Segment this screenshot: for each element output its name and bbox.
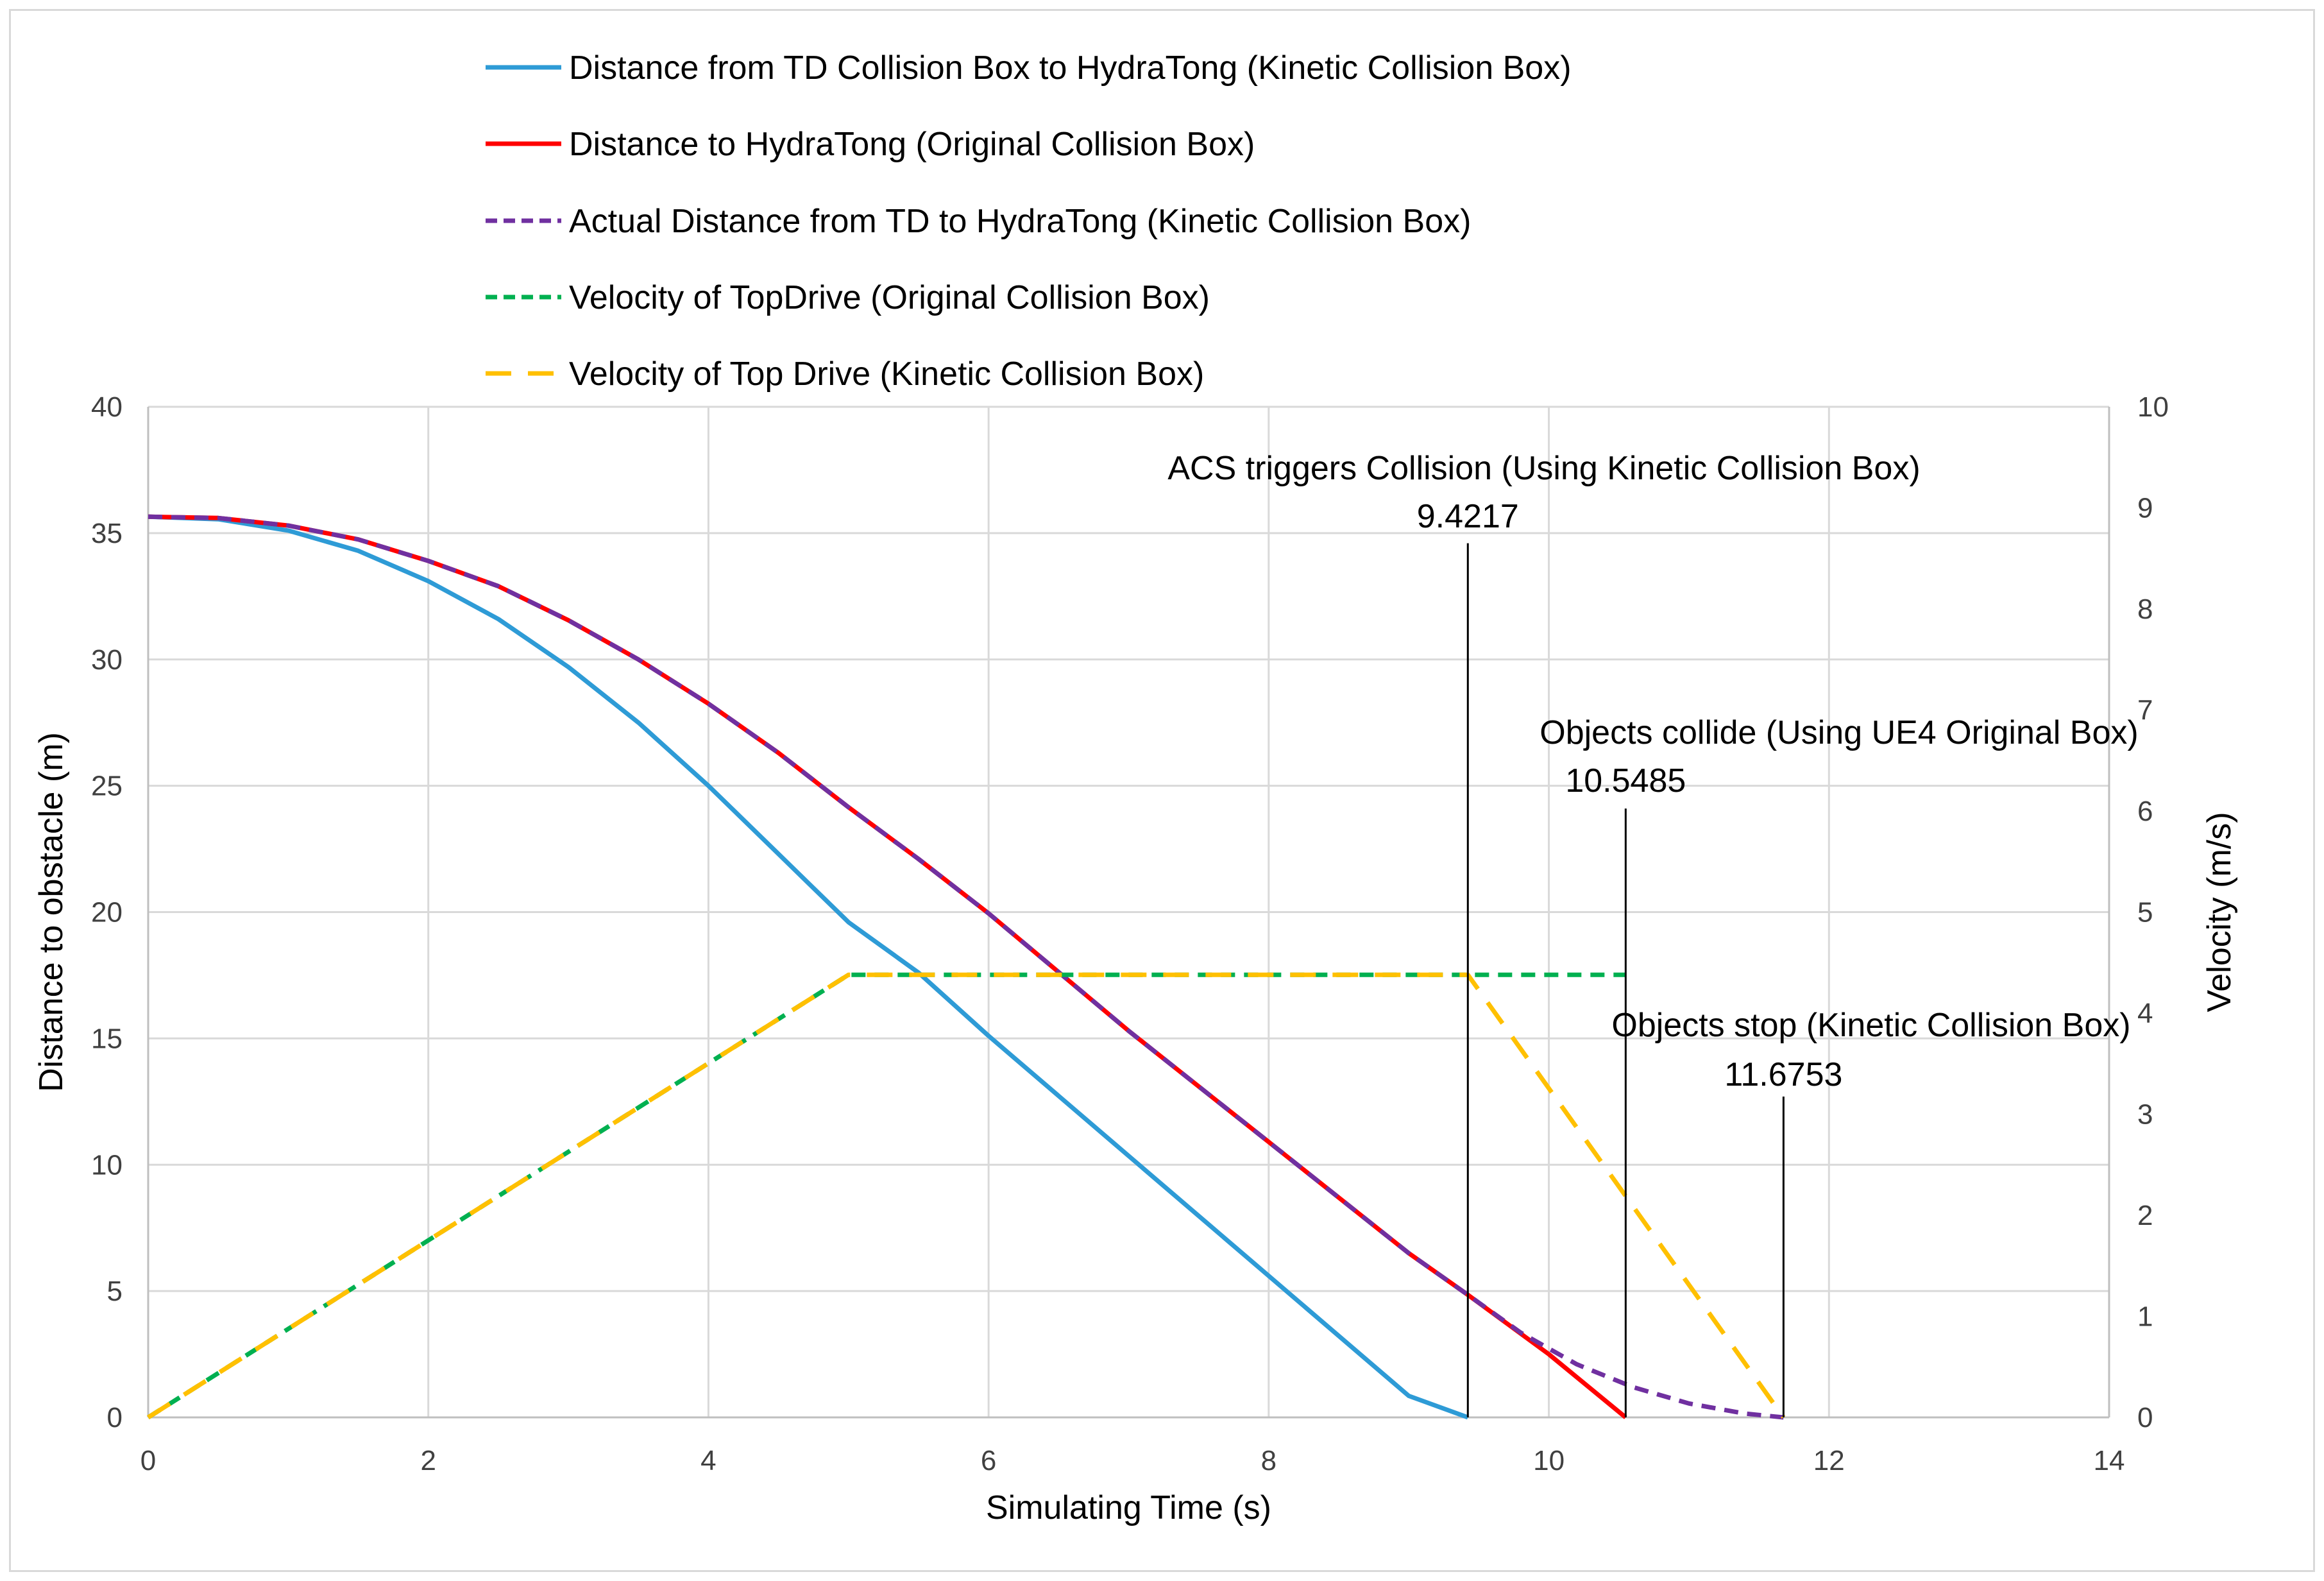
y-tick-label: 20 bbox=[91, 897, 123, 928]
y2-tick-label: 0 bbox=[2137, 1402, 2153, 1433]
y-tick-label: 0 bbox=[107, 1402, 123, 1433]
legend-label-2: Distance to HydraTong (Original Collisio… bbox=[569, 126, 1255, 163]
y-tick-label: 5 bbox=[107, 1276, 123, 1307]
x-axis-title: Simulating Time (s) bbox=[986, 1489, 1271, 1526]
series-lines bbox=[147, 514, 1786, 1420]
y-tick-label: 15 bbox=[91, 1023, 123, 1054]
y-tick-label: 10 bbox=[91, 1149, 123, 1181]
annotation-value-1: 9.4217 bbox=[1417, 498, 1519, 535]
annotation-value-3: 11.6753 bbox=[1724, 1056, 1842, 1093]
y-tick-label: 30 bbox=[91, 644, 123, 676]
x-tick-label: 0 bbox=[140, 1445, 156, 1476]
x-tick-label: 2 bbox=[420, 1445, 436, 1476]
y2-tick-label: 4 bbox=[2137, 998, 2153, 1029]
y-tick-label: 35 bbox=[91, 518, 123, 549]
y2-tick-label: 7 bbox=[2137, 695, 2153, 726]
chart-frame: 0 2 4 6 8 10 12 14 0 5 10 15 20 25 30 35 40 0 1 2 3 4 5 6 7 8 9 10 … bbox=[9, 9, 2315, 1572]
y2-tick-label: 2 bbox=[2137, 1200, 2153, 1231]
y2-tick-label: 8 bbox=[2137, 594, 2153, 625]
y2-tick-label: 9 bbox=[2137, 493, 2153, 524]
annotation-value-2: 10.5485 bbox=[1565, 762, 1686, 799]
y-tick-label: 25 bbox=[91, 771, 123, 802]
legend-label-3: Actual Distance from TD to HydraTong (Ki… bbox=[569, 203, 1471, 240]
annotations: ACS triggers Collision (Using Kinetic Co… bbox=[1167, 450, 2139, 1417]
y2-tick-label: 10 bbox=[2137, 391, 2169, 423]
y2-tick-label: 5 bbox=[2137, 897, 2153, 928]
x-tick-label: 12 bbox=[1813, 1445, 1845, 1476]
x-tick-label: 4 bbox=[700, 1445, 716, 1476]
chart-svg: 0 2 4 6 8 10 12 140510152025303540012345678910 … bbox=[33, 49, 2238, 1526]
x-tick-label: 10 bbox=[1533, 1445, 1565, 1476]
annotation-title-1: ACS triggers Collision (Using Kinetic Co… bbox=[1167, 450, 1920, 487]
legend-label-4: Velocity of TopDrive (Original Collision… bbox=[569, 279, 1210, 316]
x-tick-label: 8 bbox=[1261, 1445, 1277, 1476]
y-tick-label: 40 bbox=[91, 391, 123, 423]
series-line-1 bbox=[148, 514, 1469, 1420]
y2-tick-label: 1 bbox=[2137, 1301, 2153, 1333]
legend: Distance from TD Collision Box to HydraT… bbox=[486, 49, 1572, 393]
x-tick-label: 14 bbox=[2094, 1445, 2125, 1476]
series-line-5 bbox=[147, 972, 1786, 1419]
gridlines bbox=[147, 406, 2110, 1419]
series-line-2 bbox=[148, 514, 1627, 1419]
y2-axis-title: Velocity (m/s) bbox=[2201, 812, 2238, 1012]
legend-label-1: Distance from TD Collision Box to HydraT… bbox=[569, 49, 1572, 87]
y-axis-title: Distance to obstacle (m) bbox=[33, 732, 70, 1092]
x-tick-label: 6 bbox=[981, 1445, 996, 1476]
annotation-title-2: Objects collide (Using UE4 Original Box) bbox=[1539, 714, 2138, 751]
y2-tick-label: 6 bbox=[2137, 796, 2153, 827]
y2-tick-label: 3 bbox=[2137, 1099, 2153, 1131]
legend-label-5: Velocity of Top Drive (Kinetic Collision… bbox=[569, 355, 1204, 393]
series-line-3 bbox=[148, 514, 1784, 1420]
annotation-title-3: Objects stop (Kinetic Collision Box) bbox=[1611, 1007, 2130, 1044]
series-line-4 bbox=[147, 972, 1626, 1419]
